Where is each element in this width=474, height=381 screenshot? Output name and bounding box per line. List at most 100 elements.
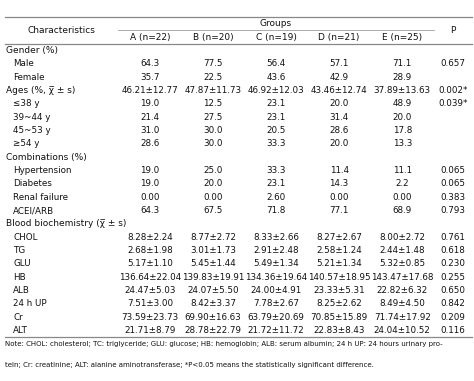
Text: 136.64±22.04: 136.64±22.04	[118, 273, 181, 282]
Text: 47.87±11.73: 47.87±11.73	[184, 86, 242, 95]
Text: 30.0: 30.0	[203, 126, 223, 135]
Text: A (n=22): A (n=22)	[129, 33, 170, 42]
Text: 43.46±12.74: 43.46±12.74	[311, 86, 367, 95]
Text: 0.383: 0.383	[440, 193, 465, 202]
Text: Groups: Groups	[260, 19, 292, 28]
Text: B (n=20): B (n=20)	[192, 33, 233, 42]
Text: 24.07±5.50: 24.07±5.50	[187, 286, 239, 295]
Text: 140.57±18.95: 140.57±18.95	[308, 273, 371, 282]
Text: 64.3: 64.3	[140, 59, 159, 68]
Text: 5.21±1.34: 5.21±1.34	[316, 259, 362, 268]
Text: 48.9: 48.9	[392, 99, 412, 108]
Text: 19.0: 19.0	[140, 166, 159, 175]
Text: 0.255: 0.255	[440, 273, 465, 282]
Text: 71.8: 71.8	[266, 206, 286, 215]
Text: 0.00: 0.00	[392, 193, 412, 202]
Text: Hypertension: Hypertension	[13, 166, 72, 175]
Text: Combinations (%): Combinations (%)	[6, 153, 87, 162]
Text: 0.00: 0.00	[329, 193, 349, 202]
Text: 25.0: 25.0	[203, 166, 223, 175]
Text: 139.83±19.91: 139.83±19.91	[182, 273, 244, 282]
Text: 39~44 y: 39~44 y	[13, 113, 51, 122]
Text: 70.85±15.89: 70.85±15.89	[310, 313, 368, 322]
Text: 8.77±2.72: 8.77±2.72	[190, 233, 236, 242]
Text: 20.5: 20.5	[266, 126, 286, 135]
Text: 19.0: 19.0	[140, 179, 159, 188]
Text: C (n=19): C (n=19)	[255, 33, 296, 42]
Text: 73.59±23.73: 73.59±23.73	[121, 313, 179, 322]
Text: 64.3: 64.3	[140, 206, 159, 215]
Text: 28.6: 28.6	[140, 139, 159, 148]
Text: 0.00: 0.00	[140, 193, 160, 202]
Text: 2.60: 2.60	[266, 193, 286, 202]
Text: 30.0: 30.0	[203, 139, 223, 148]
Text: 77.5: 77.5	[203, 59, 223, 68]
Text: Renal failure: Renal failure	[13, 193, 68, 202]
Text: Male: Male	[13, 59, 34, 68]
Text: 0.002*: 0.002*	[438, 86, 467, 95]
Text: Female: Female	[13, 73, 45, 82]
Text: 23.1: 23.1	[266, 99, 286, 108]
Text: 20.0: 20.0	[203, 179, 223, 188]
Text: TG: TG	[13, 246, 26, 255]
Text: 14.3: 14.3	[329, 179, 349, 188]
Text: D (n=21): D (n=21)	[319, 33, 360, 42]
Text: 17.8: 17.8	[392, 126, 412, 135]
Text: tein; Cr: creatinine; ALT: alanine aminotransferase; *P<0.05 means the statistic: tein; Cr: creatinine; ALT: alanine amino…	[5, 362, 374, 368]
Text: 5.17±1.10: 5.17±1.10	[127, 259, 173, 268]
Text: 37.89±13.63: 37.89±13.63	[374, 86, 431, 95]
Text: 35.7: 35.7	[140, 73, 160, 82]
Text: 63.79±20.69: 63.79±20.69	[247, 313, 304, 322]
Text: 19.0: 19.0	[140, 99, 159, 108]
Text: 22.5: 22.5	[203, 73, 223, 82]
Text: ≤38 y: ≤38 y	[13, 99, 40, 108]
Text: 0.209: 0.209	[440, 313, 465, 322]
Text: 31.0: 31.0	[140, 126, 160, 135]
Text: 8.27±2.67: 8.27±2.67	[316, 233, 362, 242]
Text: Characteristics: Characteristics	[27, 26, 95, 35]
Text: 143.47±17.68: 143.47±17.68	[371, 273, 434, 282]
Text: 21.72±11.72: 21.72±11.72	[248, 326, 304, 335]
Text: CHOL: CHOL	[13, 233, 38, 242]
Text: 11.4: 11.4	[329, 166, 349, 175]
Text: 28.9: 28.9	[392, 73, 412, 82]
Text: 2.44±1.48: 2.44±1.48	[379, 246, 425, 255]
Text: 24.04±10.52: 24.04±10.52	[374, 326, 431, 335]
Text: 46.92±12.03: 46.92±12.03	[248, 86, 304, 95]
Text: ≥54 y: ≥54 y	[13, 139, 40, 148]
Text: 22.83±8.43: 22.83±8.43	[313, 326, 365, 335]
Text: 8.49±4.50: 8.49±4.50	[379, 299, 425, 308]
Text: 2.2: 2.2	[395, 179, 409, 188]
Text: 33.3: 33.3	[266, 139, 286, 148]
Text: HB: HB	[13, 273, 26, 282]
Text: 8.28±2.24: 8.28±2.24	[127, 233, 173, 242]
Text: 20.0: 20.0	[329, 99, 349, 108]
Text: 0.065: 0.065	[440, 179, 465, 188]
Text: Note: CHOL: cholesterol; TC: triglyceride; GLU: glucose; HB: hemoglobin; ALB: se: Note: CHOL: cholesterol; TC: triglycerid…	[5, 341, 442, 347]
Text: 2.68±1.98: 2.68±1.98	[127, 246, 173, 255]
Text: P: P	[450, 26, 456, 35]
Text: 2.91±2.48: 2.91±2.48	[253, 246, 299, 255]
Text: 71.74±17.92: 71.74±17.92	[374, 313, 431, 322]
Text: ALT: ALT	[13, 326, 28, 335]
Text: GLU: GLU	[13, 259, 31, 268]
Text: 8.25±2.62: 8.25±2.62	[316, 299, 362, 308]
Text: 134.36±19.64: 134.36±19.64	[245, 273, 307, 282]
Text: 5.45±1.44: 5.45±1.44	[190, 259, 236, 268]
Text: 0.116: 0.116	[440, 326, 465, 335]
Text: 0.657: 0.657	[440, 59, 465, 68]
Text: Ages (%, χ̅ ± s): Ages (%, χ̅ ± s)	[6, 86, 75, 95]
Text: 71.1: 71.1	[392, 59, 412, 68]
Text: 24.47±5.03: 24.47±5.03	[124, 286, 175, 295]
Text: 22.82±6.32: 22.82±6.32	[377, 286, 428, 295]
Text: 69.90±16.63: 69.90±16.63	[184, 313, 241, 322]
Text: Cr: Cr	[13, 313, 23, 322]
Text: 7.51±3.00: 7.51±3.00	[127, 299, 173, 308]
Text: 0.842: 0.842	[440, 299, 465, 308]
Text: 3.01±1.73: 3.01±1.73	[190, 246, 236, 255]
Text: 31.4: 31.4	[329, 113, 349, 122]
Text: 45~53 y: 45~53 y	[13, 126, 51, 135]
Text: 8.00±2.72: 8.00±2.72	[379, 233, 425, 242]
Text: 0.761: 0.761	[440, 233, 465, 242]
Text: 24 h UP: 24 h UP	[13, 299, 47, 308]
